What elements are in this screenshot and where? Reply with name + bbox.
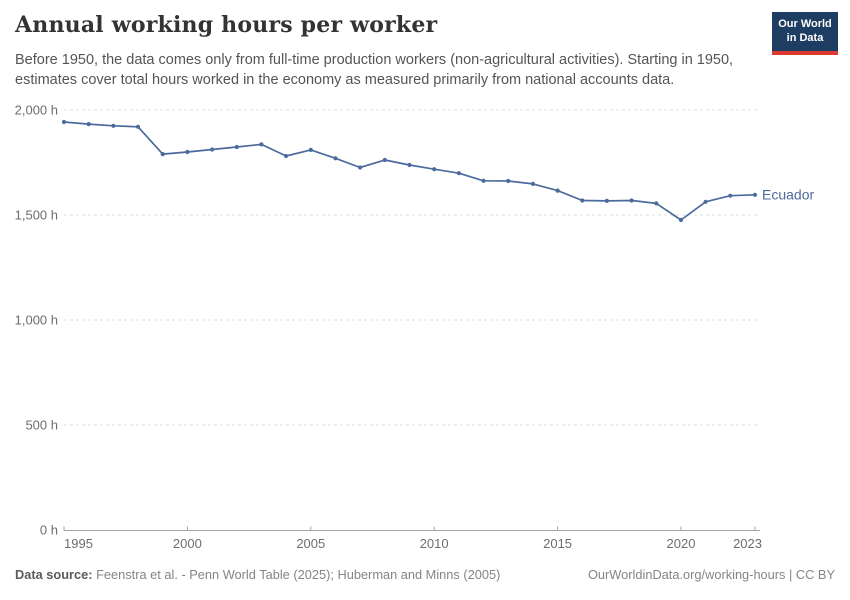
owid-logo-line1: Our World: [778, 18, 832, 30]
y-tick-label: 1,000 h: [15, 313, 58, 328]
y-tick-label: 2,000 h: [15, 103, 58, 118]
x-tick-label: 2020: [667, 536, 696, 551]
footer-license-link[interactable]: OurWorldinData.org/working-hours | CC BY: [587, 567, 835, 582]
y-tick-label: 500 h: [25, 418, 58, 433]
owid-logo-line2: in Data: [786, 31, 824, 44]
data-point-marker[interactable]: [728, 193, 733, 198]
data-point-marker[interactable]: [580, 198, 585, 203]
datasource-label: Data source:: [15, 567, 93, 582]
data-point-marker[interactable]: [135, 124, 141, 129]
data-point-marker[interactable]: [111, 123, 116, 128]
owid-logo-text: Our World in Data: [777, 18, 833, 46]
series-end-label: Ecuador: [762, 186, 814, 202]
data-point-marker[interactable]: [604, 198, 610, 203]
data-point-marker[interactable]: [629, 198, 634, 203]
data-point-marker[interactable]: [382, 157, 387, 163]
data-point-marker[interactable]: [185, 149, 190, 155]
data-point-marker[interactable]: [86, 122, 91, 127]
data-point-marker[interactable]: [284, 153, 289, 159]
footer-datasource: Data source: Feenstra et al. - Penn Worl…: [15, 567, 500, 582]
data-point-marker[interactable]: [234, 144, 239, 150]
x-tick-label: 2015: [543, 536, 572, 551]
chart-footer: Data source: Feenstra et al. - Penn Worl…: [15, 567, 835, 582]
y-tick-label: 0 h: [40, 523, 58, 538]
data-point-marker[interactable]: [456, 171, 461, 176]
data-point-marker[interactable]: [506, 178, 511, 184]
chart-line[interactable]: [63, 121, 756, 221]
data-point-marker[interactable]: [555, 188, 560, 193]
data-point-marker[interactable]: [752, 192, 758, 197]
data-point-marker[interactable]: [333, 156, 338, 161]
owid-logo-stripe: [772, 50, 838, 55]
data-point-marker[interactable]: [358, 165, 363, 170]
chart-subtitle: Before 1950, the data comes only from fu…: [15, 52, 734, 89]
x-tick-label: 2000: [173, 536, 202, 551]
data-point-marker[interactable]: [481, 178, 486, 183]
y-tick-label: 1,500 h: [15, 208, 58, 223]
data-point-marker[interactable]: [530, 181, 536, 186]
data-point-marker[interactable]: [61, 119, 67, 125]
x-tick-label: 2023: [733, 536, 762, 551]
series-ecuador[interactable]: Ecuador: [61, 119, 815, 223]
data-point-marker[interactable]: [678, 217, 684, 223]
data-point-marker[interactable]: [210, 147, 215, 152]
page-title: Annual working hours per worker: [15, 12, 438, 38]
owid-logo[interactable]: Our World in Data: [772, 12, 838, 55]
data-point-marker[interactable]: [654, 201, 659, 206]
data-point-marker[interactable]: [407, 162, 412, 168]
data-point-marker[interactable]: [308, 147, 313, 152]
datasource-text: Feenstra et al. - Penn World Table (2025…: [92, 567, 501, 582]
data-point-marker[interactable]: [259, 142, 264, 147]
x-tick-label: 2005: [296, 536, 325, 551]
data-point-marker[interactable]: [160, 152, 165, 157]
x-tick-label: 1995: [64, 536, 93, 551]
data-point-marker[interactable]: [703, 199, 708, 204]
data-point-marker[interactable]: [432, 167, 437, 172]
x-tick-label: 2010: [420, 536, 449, 551]
